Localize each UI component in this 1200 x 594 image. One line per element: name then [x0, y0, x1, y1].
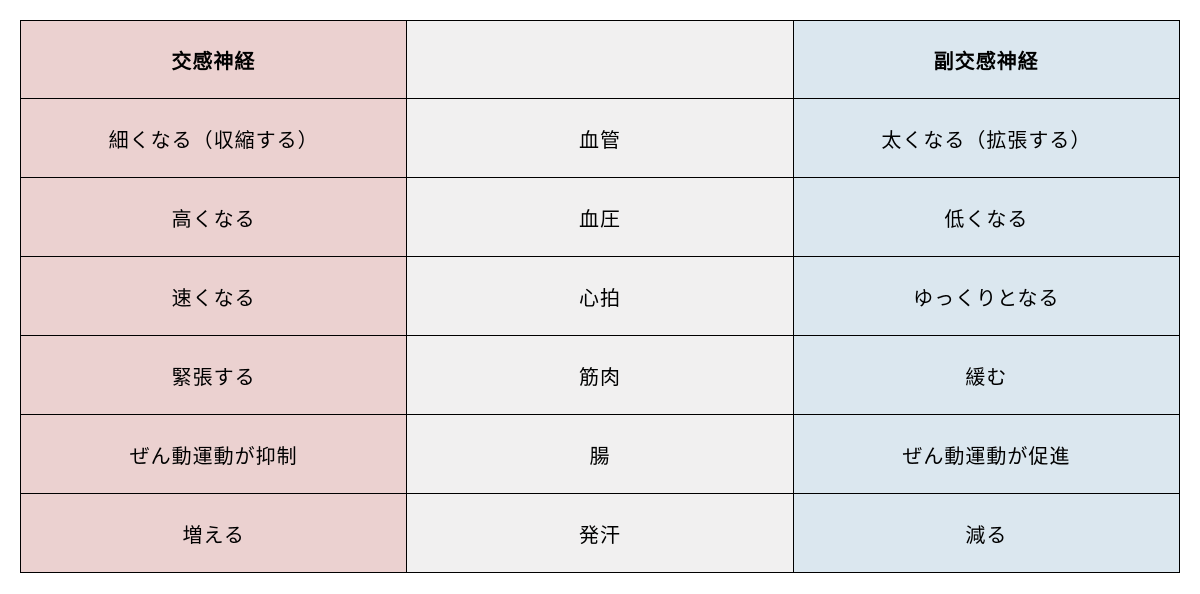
cell-sympathetic: 細くなる（収縮する）	[21, 99, 407, 178]
cell-category: 血管	[407, 99, 793, 178]
table-row: 高くなる 血圧 低くなる	[21, 178, 1180, 257]
cell-sympathetic: ぜん動運動が抑制	[21, 415, 407, 494]
cell-parasympathetic: 低くなる	[793, 178, 1179, 257]
header-parasympathetic: 副交感神経	[793, 21, 1179, 99]
table-row: 緊張する 筋肉 緩む	[21, 336, 1180, 415]
cell-sympathetic: 増える	[21, 494, 407, 573]
header-category	[407, 21, 793, 99]
table-body: 細くなる（収縮する） 血管 太くなる（拡張する） 高くなる 血圧 低くなる 速く…	[21, 99, 1180, 573]
cell-category: 腸	[407, 415, 793, 494]
table-row: 増える 発汗 減る	[21, 494, 1180, 573]
cell-sympathetic: 緊張する	[21, 336, 407, 415]
table-row: 速くなる 心拍 ゆっくりとなる	[21, 257, 1180, 336]
table-row: ぜん動運動が抑制 腸 ぜん動運動が促進	[21, 415, 1180, 494]
nervous-system-table-container: 交感神経 副交感神経 細くなる（収縮する） 血管 太くなる（拡張する） 高くなる…	[20, 20, 1180, 573]
cell-category: 血圧	[407, 178, 793, 257]
table-header: 交感神経 副交感神経	[21, 21, 1180, 99]
nervous-system-table: 交感神経 副交感神経 細くなる（収縮する） 血管 太くなる（拡張する） 高くなる…	[20, 20, 1180, 573]
cell-parasympathetic: ゆっくりとなる	[793, 257, 1179, 336]
cell-sympathetic: 高くなる	[21, 178, 407, 257]
cell-category: 発汗	[407, 494, 793, 573]
cell-category: 心拍	[407, 257, 793, 336]
cell-parasympathetic: ぜん動運動が促進	[793, 415, 1179, 494]
table-row: 細くなる（収縮する） 血管 太くなる（拡張する）	[21, 99, 1180, 178]
cell-parasympathetic: 緩む	[793, 336, 1179, 415]
cell-sympathetic: 速くなる	[21, 257, 407, 336]
cell-parasympathetic: 太くなる（拡張する）	[793, 99, 1179, 178]
header-sympathetic: 交感神経	[21, 21, 407, 99]
cell-parasympathetic: 減る	[793, 494, 1179, 573]
header-row: 交感神経 副交感神経	[21, 21, 1180, 99]
cell-category: 筋肉	[407, 336, 793, 415]
